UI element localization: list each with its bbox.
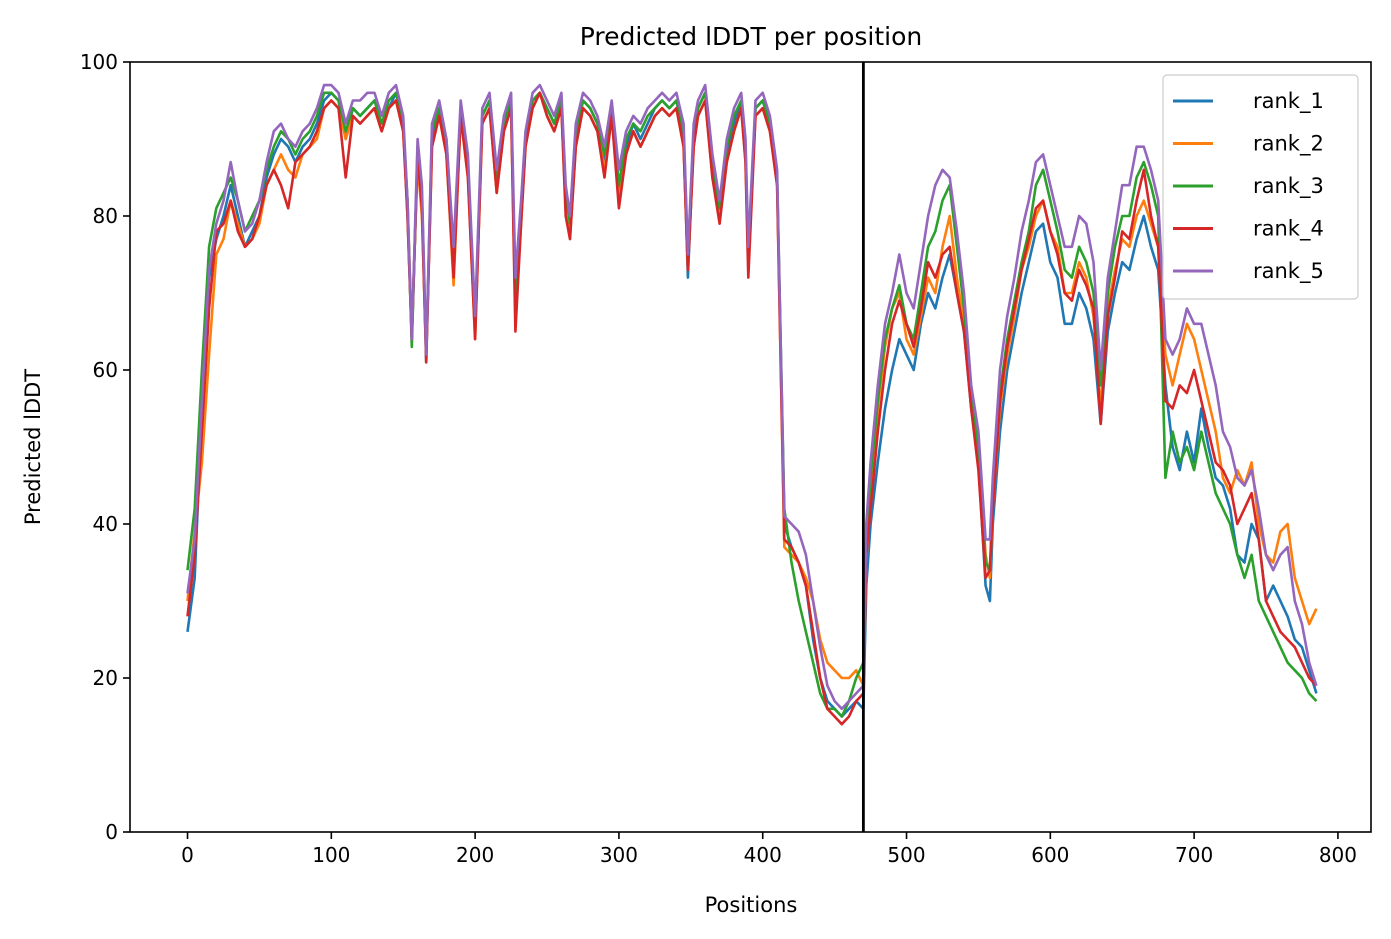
legend-label-rank_3: rank_3	[1253, 174, 1324, 199]
y-tick-label: 100	[80, 50, 118, 74]
x-tick-label: 100	[312, 843, 350, 867]
x-tick-label: 800	[1319, 843, 1357, 867]
legend-label-rank_2: rank_2	[1253, 132, 1324, 157]
x-axis-ticks: 0 100 200 300 400 500 600 700 800	[181, 832, 1357, 867]
chart-title: Predicted lDDT per position	[580, 22, 922, 51]
y-tick-label: 0	[105, 820, 118, 844]
legend-label-rank_1: rank_1	[1253, 89, 1324, 114]
legend: rank_1 rank_2 rank_3 rank_4 rank_5	[1162, 74, 1359, 300]
y-tick-label: 20	[93, 666, 118, 690]
x-tick-label: 700	[1175, 843, 1213, 867]
x-tick-label: 500	[887, 843, 925, 867]
y-tick-label: 60	[93, 358, 118, 382]
x-tick-label: 400	[744, 843, 782, 867]
legend-label-rank_5: rank_5	[1253, 259, 1324, 284]
x-axis-label: Positions	[705, 893, 798, 917]
plot-frame	[129, 61, 1372, 833]
x-tick-label: 200	[456, 843, 494, 867]
y-tick-label: 80	[93, 204, 118, 228]
x-tick-label: 0	[181, 843, 194, 867]
y-tick-label: 40	[93, 512, 118, 536]
legend-entries: rank_1 rank_2 rank_3 rank_4 rank_5	[1173, 89, 1324, 284]
legend-label-rank_4: rank_4	[1253, 217, 1324, 242]
series-line-rank_4	[186, 91, 1318, 726]
series-layer	[186, 83, 1318, 726]
x-tick-label: 300	[600, 843, 638, 867]
y-axis-ticks: 0 20 40 60 80 100	[80, 50, 130, 844]
legend-box	[1162, 74, 1359, 300]
series-line-rank_5	[186, 83, 1318, 711]
y-axis-label: Predicted lDDT	[21, 369, 45, 525]
x-tick-label: 600	[1031, 843, 1069, 867]
